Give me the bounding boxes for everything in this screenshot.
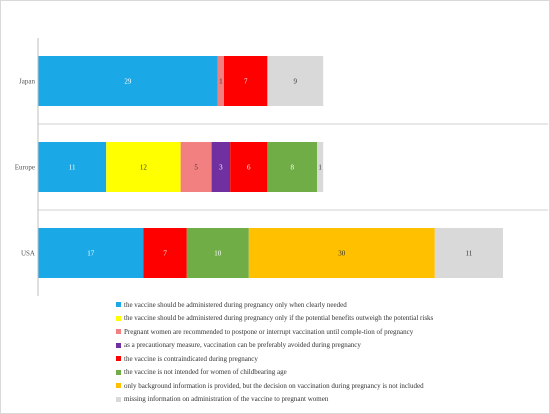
legend-swatch [116,396,121,402]
data-label: 29 [124,78,132,86]
legend-label: Pregnant women are recommended to postpo… [124,327,414,336]
bar-europe-missing-information-on-adminis [317,142,324,192]
bar-japan-the-vaccine-should-be-administ [38,56,218,106]
category-label-europe: Europe [15,164,35,172]
data-label: 8 [290,164,294,172]
data-label: 11 [69,164,76,172]
bars: 29 1 7 911 12 5 3 6 8 117 7 10 30 11 [38,56,503,278]
legend-label: missing information on administration of… [124,395,329,404]
category-separators [38,123,548,211]
legend-label: as a precautionary measure, vaccination … [124,341,361,350]
legend-label: the vaccine should be administered durin… [124,314,434,323]
data-label: 1 [219,78,223,86]
legend-swatch [116,383,121,389]
legend-swatch [116,302,121,308]
category-label-japan: Japan [19,78,35,86]
legend-item: as a precautionary measure, vaccination … [116,339,546,353]
legend-item: the vaccine is not intended for women of… [116,366,546,380]
legend-swatch [116,342,121,348]
legend-label: the vaccine is not intended for women of… [124,368,287,377]
data-label: 7 [163,250,167,258]
bar-europe-the-vaccine-is-contraindicated [230,142,268,192]
legend-item: the vaccine should be administered durin… [116,312,546,326]
bar-japan-pregnant-women-are-recommended [217,56,224,106]
data-label: 10 [214,250,222,258]
legend-label: the vaccine should be administered durin… [124,300,347,309]
legend-item: Pregnant women are recommended to postpo… [116,325,546,339]
data-label: 17 [87,250,95,258]
category-label-usa: USA [21,250,35,258]
legend-label: only background information is provided,… [124,381,424,390]
legend-swatch [116,356,121,362]
bar-europe-pregnant-women-are-recommended [180,142,212,192]
bar-europe-the-vaccine-is-not-intended-fo [267,142,317,192]
data-label: 9 [294,78,298,86]
bar-usa-the-vaccine-is-not-intended-fo [186,228,249,278]
bar-usa-missing-information-on-adminis [434,228,503,278]
bar-japan-the-vaccine-is-contraindicated [224,56,268,106]
category-labels: Japan Europe USA [15,78,36,258]
bar-europe-the-vaccine-should-be-administ [106,142,181,192]
data-label: 6 [247,164,251,172]
bar-europe-the-vaccine-should-be-administ [38,142,107,192]
data-label: 3 [219,164,223,172]
legend-item: only background information is provided,… [116,379,546,393]
bar-usa-only-background-information-is [248,228,435,278]
legend-swatch [116,369,121,375]
legend-label: the vaccine is contraindicated during pr… [124,354,258,363]
bar-usa-the-vaccine-is-contraindicated [143,228,187,278]
data-label: 11 [466,250,473,258]
legend-item: the vaccine should be administered durin… [116,298,546,312]
legend-swatch [116,315,121,321]
legend-item: the vaccine is contraindicated during pr… [116,352,546,366]
bar-europe-as-a-precautionary-measure-vac [211,142,231,192]
legend-item: missing information on administration of… [116,393,546,407]
data-label: 5 [194,164,198,172]
legend: the vaccine should be administered durin… [116,298,546,406]
data-label: 7 [244,78,248,86]
data-label: 1 [318,164,322,172]
data-label: 30 [338,250,346,258]
bar-japan-missing-information-on-adminis [267,56,324,106]
bar-usa-the-vaccine-should-be-administ [38,228,144,278]
data-label: 12 [140,164,148,172]
legend-swatch [116,329,121,335]
